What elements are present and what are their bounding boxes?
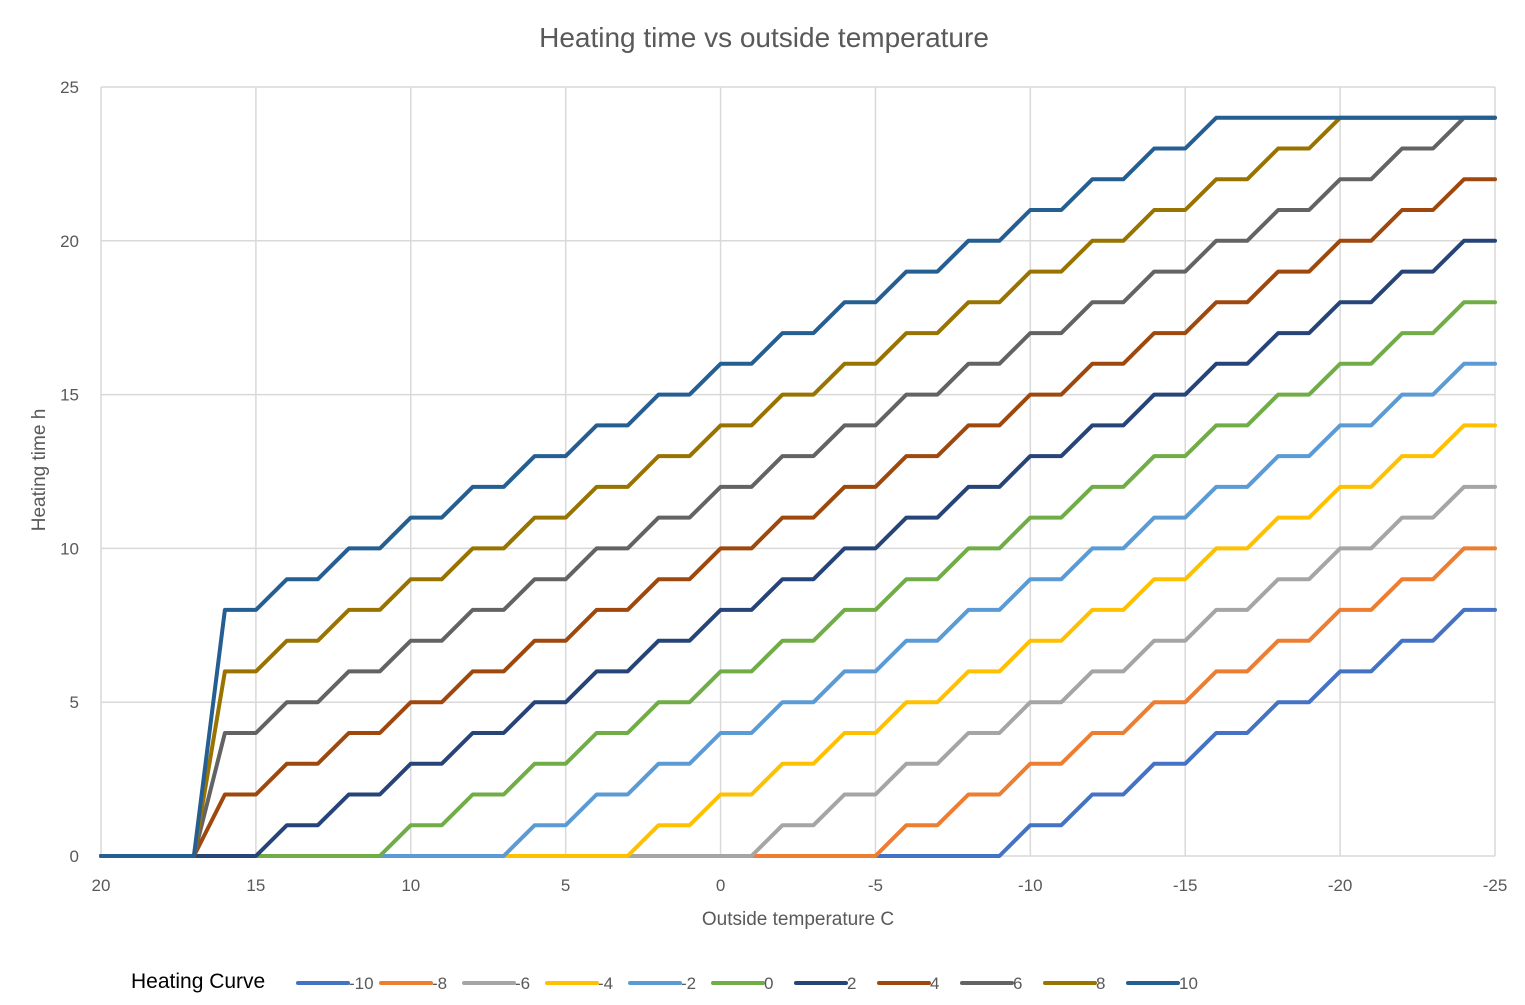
x-axis-title: Outside temperature C: [702, 909, 894, 930]
legend-label: -10: [349, 974, 374, 993]
series-line: [99, 607, 1497, 858]
series-lines: [99, 115, 1497, 858]
tick-labels: 0 5 10 15 20 25 20 15 10 5 0 -5 -10 -15 -20 -25: [60, 78, 1507, 895]
y-tick-label: 20: [60, 232, 79, 251]
y-tick-label: 10: [60, 539, 79, 558]
y-tick-label: 0: [70, 847, 79, 866]
series-line: [99, 484, 1497, 858]
x-tick-label: 20: [92, 876, 111, 895]
legend-label: -4: [598, 974, 613, 993]
y-tick-label: 5: [70, 693, 79, 712]
chart-title: Heating time vs outside temperature: [539, 22, 989, 53]
legend-label: 4: [930, 974, 939, 993]
legend-label: 8: [1096, 974, 1105, 993]
legend-label: -6: [515, 974, 530, 993]
series-line: [99, 115, 1497, 858]
series-line: [99, 115, 1497, 858]
y-axis-title: Heating time h: [29, 409, 50, 532]
x-tick-label: -5: [868, 876, 883, 895]
y-tick-label: 15: [60, 386, 79, 405]
x-tick-label: -20: [1328, 876, 1353, 895]
series-line: [99, 115, 1497, 858]
series-line: [99, 361, 1497, 858]
y-tick-label: 25: [60, 78, 79, 97]
series-line: [99, 300, 1497, 858]
x-tick-label: 5: [561, 876, 570, 895]
legend-title: Heating Curve: [131, 970, 265, 993]
legend-label: -8: [432, 974, 447, 993]
x-tick-label: -15: [1173, 876, 1198, 895]
x-tick-label: 0: [716, 876, 725, 895]
x-tick-label: -25: [1483, 876, 1508, 895]
legend-label: 10: [1179, 974, 1198, 993]
x-tick-label: -10: [1018, 876, 1043, 895]
legend-label: 0: [764, 974, 773, 993]
x-tick-label: 15: [246, 876, 265, 895]
legend-label: 2: [847, 974, 856, 993]
legend: Heating Curve -10 -8 -6 -4 -2 0 2 4 6 8 10: [131, 970, 1198, 993]
gridlines: [100, 86, 1496, 857]
series-line: [99, 238, 1497, 858]
series-line: [99, 177, 1497, 858]
legend-label: 6: [1013, 974, 1022, 993]
legend-label: -2: [681, 974, 696, 993]
x-tick-label: 10: [401, 876, 420, 895]
